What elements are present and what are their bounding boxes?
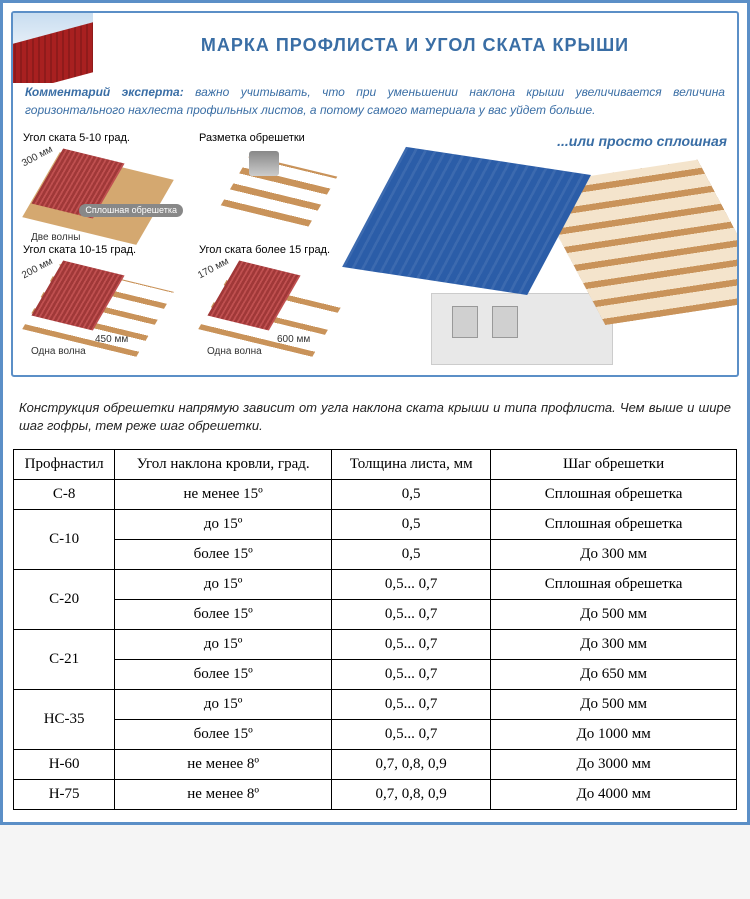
table-row: более 15º0,5... 0,7До 650 мм — [14, 660, 737, 690]
cell-step: До 4000 мм — [491, 780, 737, 810]
right-title: ...или просто сплошная — [391, 133, 727, 149]
cell-step: Сплошная обрешетка — [491, 480, 737, 510]
expert-comment: Комментарий эксперта: важно учитывать, ч… — [13, 83, 737, 129]
cell-step: До 500 мм — [491, 690, 737, 720]
cell-angle: не менее 15º — [115, 480, 332, 510]
cell-angle: более 15º — [115, 540, 332, 570]
right-diagram: ...или просто сплошная — [391, 133, 727, 365]
cell-step: Сплошная обрешетка — [491, 570, 737, 600]
dim-300: 300 мм — [21, 145, 55, 169]
cell-step: До 500 мм — [491, 600, 737, 630]
cell-thickness: 0,7, 0,8, 0,9 — [332, 780, 491, 810]
diagram-row: Угол ската 5-10 град. 300 мм Сплошная об… — [13, 129, 737, 375]
table-row: Н-60не менее 8º0,7, 0,8, 0,9До 3000 мм — [14, 750, 737, 780]
cell-profile: С-8 — [14, 480, 115, 510]
cell-thickness: 0,5... 0,7 — [332, 690, 491, 720]
cell-step: До 3000 мм — [491, 750, 737, 780]
tool-icon — [249, 151, 279, 176]
cell-thickness: 0,5... 0,7 — [332, 720, 491, 750]
table-row: С-8не менее 15º0,5Сплошная обрешетка — [14, 480, 737, 510]
iso-diagram-1: 300 мм Сплошная обрешетка Две волны — [23, 146, 173, 241]
cell-angle: до 15º — [115, 510, 332, 540]
table-row: более 15º0,5До 300 мм — [14, 540, 737, 570]
cell-profile: С-20 — [14, 570, 115, 630]
spec-table: Профнастил Угол наклона кровли, град. То… — [13, 449, 737, 810]
cell-thickness: 0,5... 0,7 — [332, 600, 491, 630]
callout-solid: Сплошная обрешетка — [79, 204, 183, 217]
note-two-waves: Две волны — [31, 233, 80, 243]
cell-angle: более 15º — [115, 720, 332, 750]
house-illustration — [391, 155, 701, 365]
dim-170: 170 мм — [197, 257, 231, 281]
th-step: Шаг обрешетки — [491, 450, 737, 480]
table-row: Н-75не менее 8º0,7, 0,8, 0,9До 4000 мм — [14, 780, 737, 810]
cell-step: До 300 мм — [491, 540, 737, 570]
table-row: НС-35до 15º0,5... 0,7До 500 мм — [14, 690, 737, 720]
comment-label: Комментарий эксперта: — [25, 85, 184, 99]
note-one-wave: Одна волна — [31, 347, 86, 357]
page: МАРКА ПРОФЛИСТА И УГОЛ СКАТА КРЫШИ Комме… — [0, 0, 750, 825]
table-row: С-21до 15º0,5... 0,7До 300 мм — [14, 630, 737, 660]
cell-step: До 300 мм — [491, 630, 737, 660]
cell-step: Сплошная обрешетка — [491, 510, 737, 540]
table-header-row: Профнастил Угол наклона кровли, град. То… — [14, 450, 737, 480]
iso-diagram-3: 170 мм 600 мм Одна волна — [199, 258, 349, 353]
cell-thickness: 0,5 — [332, 540, 491, 570]
diag-label-15plus: Угол ската более 15 град. — [199, 245, 369, 256]
dim-600: 600 мм — [277, 335, 310, 345]
cell-profile: НС-35 — [14, 690, 115, 750]
diag-label-5-10: Угол ската 5-10 град. — [23, 133, 193, 144]
cell-thickness: 0,5... 0,7 — [332, 570, 491, 600]
cell-step: До 650 мм — [491, 660, 737, 690]
iso-diagram-2: 200 мм 450 мм Одна волна — [23, 258, 173, 353]
cell-profile: Н-75 — [14, 780, 115, 810]
th-profile: Профнастил — [14, 450, 115, 480]
cell-thickness: 0,5 — [332, 480, 491, 510]
cell-angle: до 15º — [115, 570, 332, 600]
page-title: МАРКА ПРОФЛИСТА И УГОЛ СКАТА КРЫШИ — [101, 35, 729, 56]
note-one-wave-2: Одна волна — [207, 347, 262, 357]
diag-label-marking: Разметка обрешетки — [199, 133, 369, 144]
left-diagrams: Угол ската 5-10 град. 300 мм Сплошная об… — [23, 133, 383, 365]
cell-profile: Н-60 — [14, 750, 115, 780]
diag-label-10-15: Угол ската 10-15 град. — [23, 245, 193, 256]
cell-angle: до 15º — [115, 630, 332, 660]
cell-thickness: 0,5 — [332, 510, 491, 540]
cell-angle: до 15º — [115, 690, 332, 720]
cell-profile: С-10 — [14, 510, 115, 570]
dim-450: 450 мм — [95, 335, 128, 345]
thumbnail-roof — [13, 13, 93, 83]
iso-marking — [199, 146, 349, 226]
title-row: МАРКА ПРОФЛИСТА И УГОЛ СКАТА КРЫШИ — [13, 13, 737, 83]
dim-200: 200 мм — [21, 257, 55, 281]
th-angle: Угол наклона кровли, град. — [115, 450, 332, 480]
cell-thickness: 0,5... 0,7 — [332, 660, 491, 690]
table-row: более 15º0,5... 0,7До 500 мм — [14, 600, 737, 630]
cell-angle: не менее 8º — [115, 750, 332, 780]
cell-angle: не менее 8º — [115, 780, 332, 810]
cell-angle: более 15º — [115, 660, 332, 690]
description-text: Конструкция обрешетки напрямую зависит о… — [3, 385, 747, 449]
cell-profile: С-21 — [14, 630, 115, 690]
cell-step: До 1000 мм — [491, 720, 737, 750]
title-block: МАРКА ПРОФЛИСТА И УГОЛ СКАТА КРЫШИ — [93, 27, 737, 70]
cell-thickness: 0,5... 0,7 — [332, 630, 491, 660]
th-thickness: Толщина листа, мм — [332, 450, 491, 480]
cell-angle: более 15º — [115, 600, 332, 630]
header-box: МАРКА ПРОФЛИСТА И УГОЛ СКАТА КРЫШИ Комме… — [11, 11, 739, 377]
table-row: С-10до 15º0,5Сплошная обрешетка — [14, 510, 737, 540]
cell-thickness: 0,7, 0,8, 0,9 — [332, 750, 491, 780]
table-row: С-20до 15º0,5... 0,7Сплошная обрешетка — [14, 570, 737, 600]
table-row: более 15º0,5... 0,7До 1000 мм — [14, 720, 737, 750]
